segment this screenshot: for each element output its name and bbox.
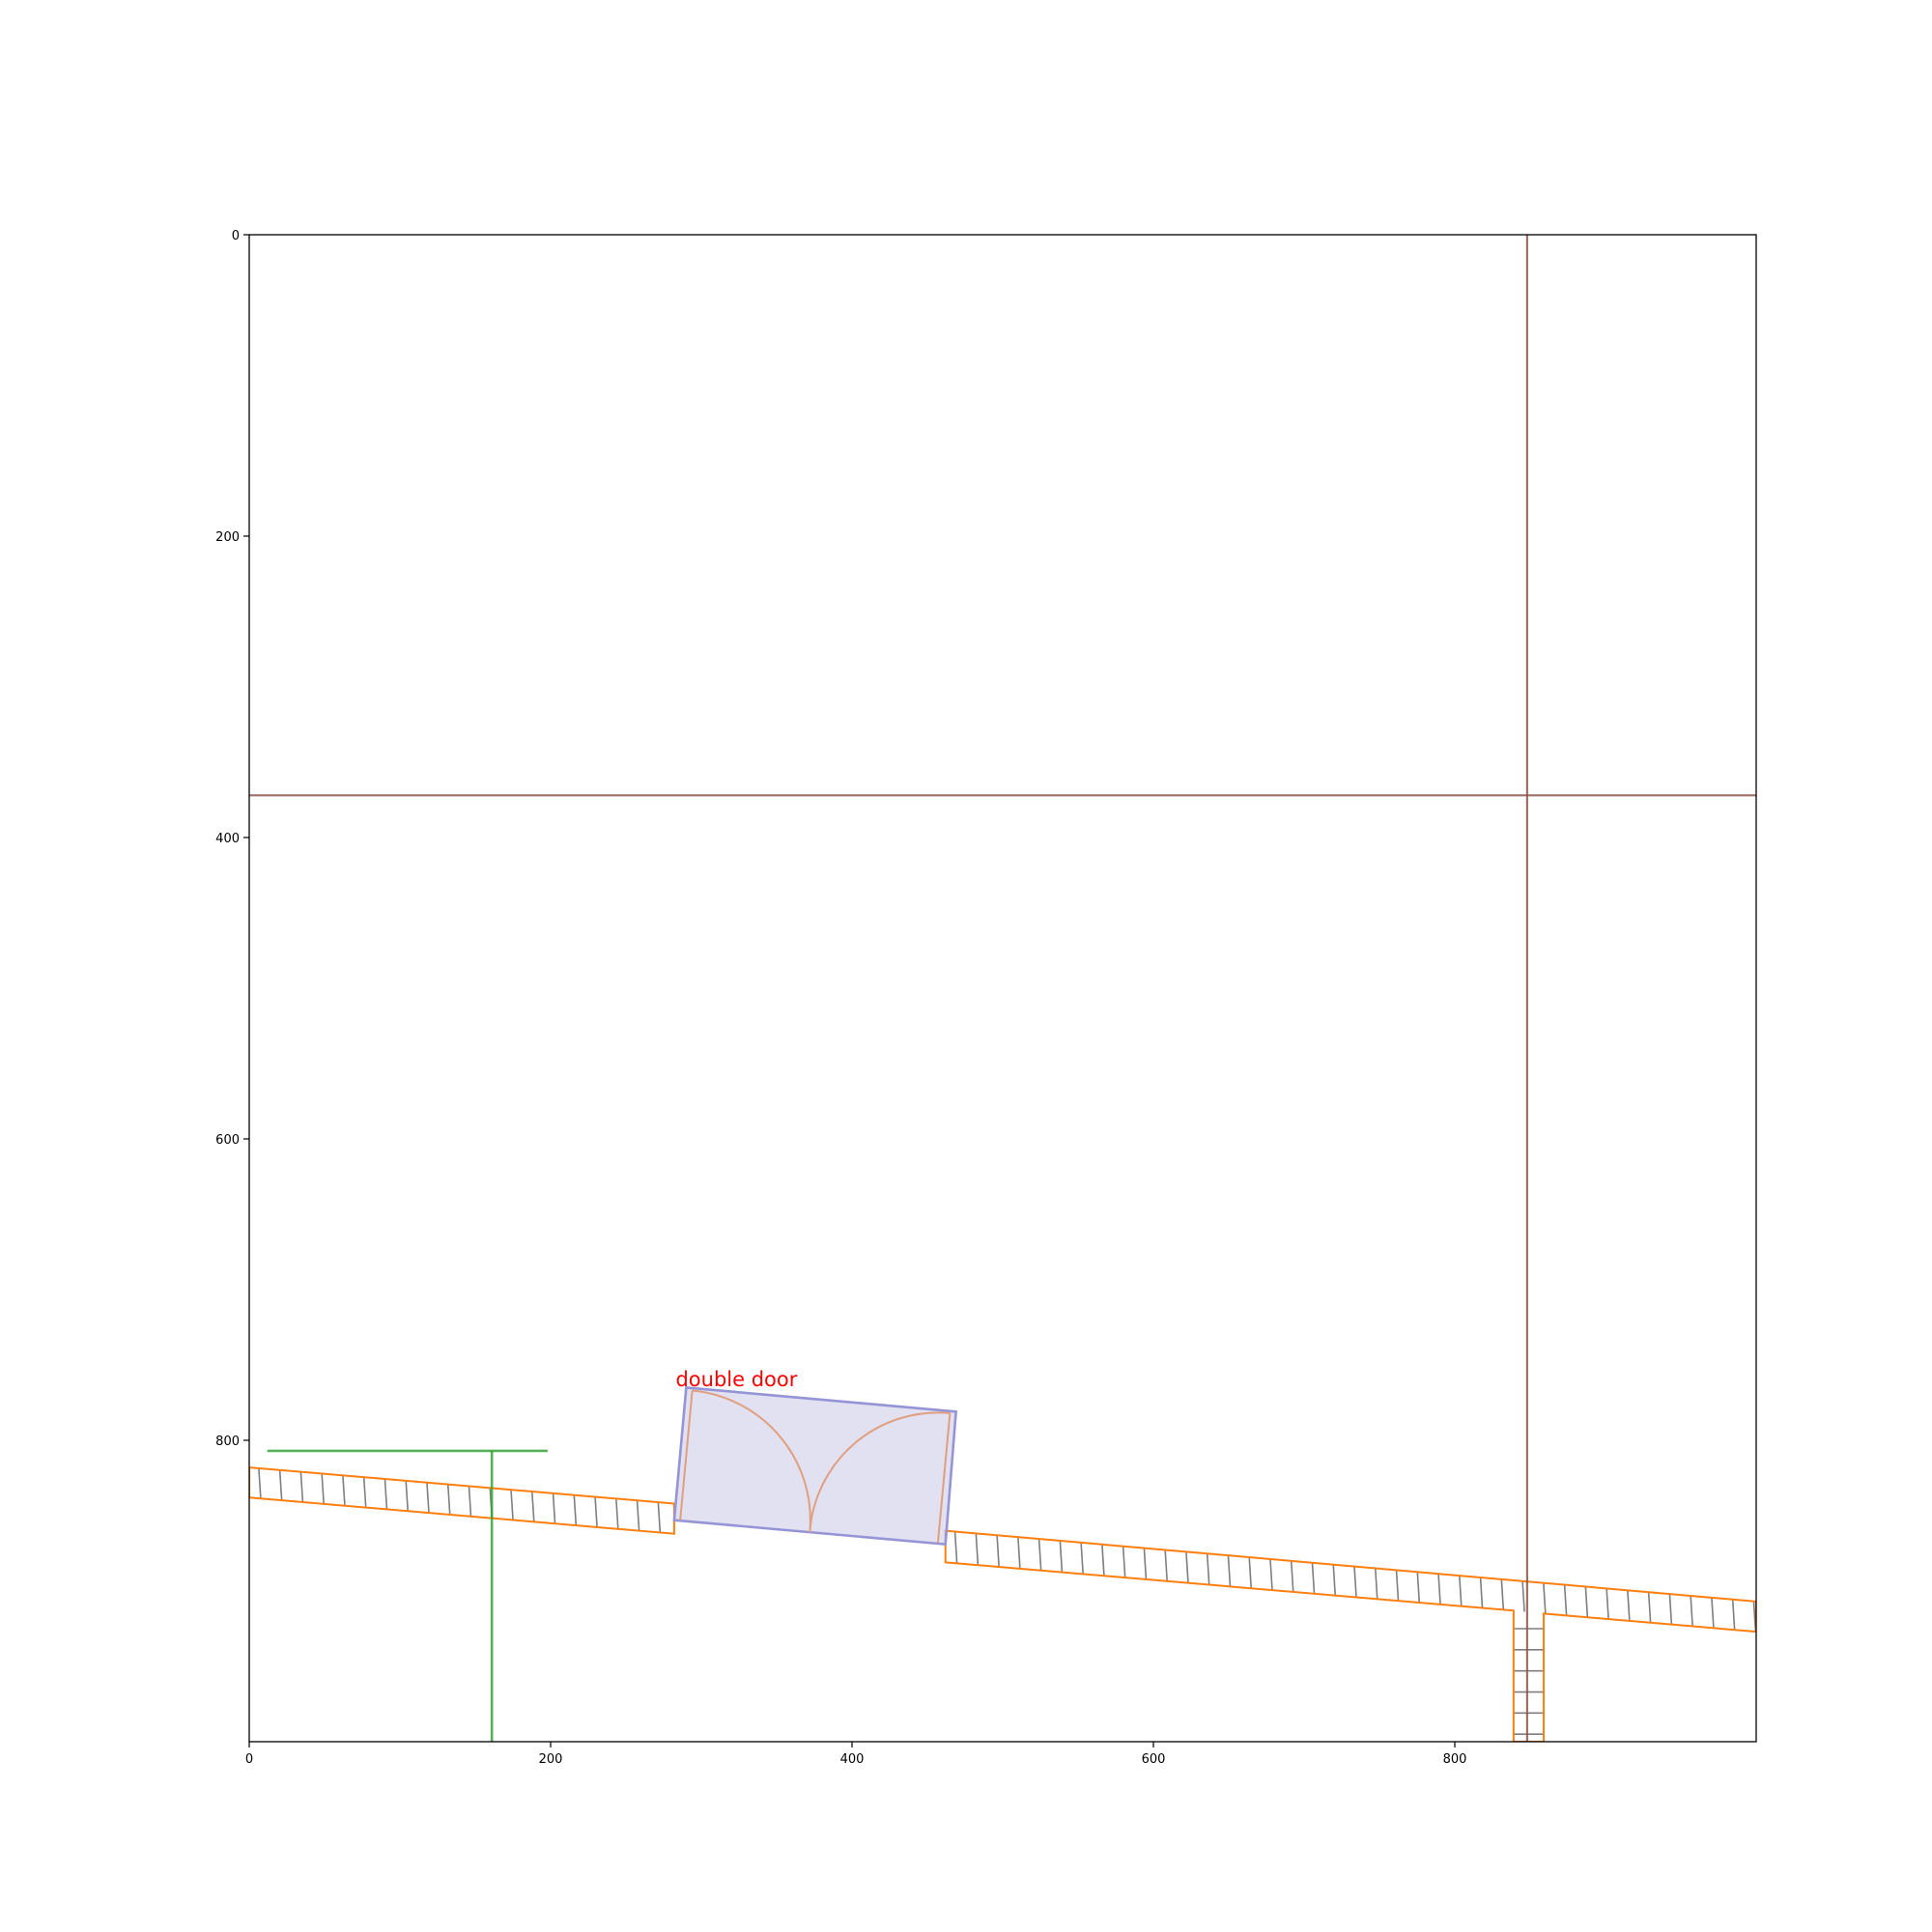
door-frame — [672, 1385, 958, 1547]
wall-hatch-line — [1690, 1595, 1693, 1627]
wall-hatch-line — [1647, 1592, 1652, 1623]
wall-left-hatching — [258, 1467, 662, 1533]
x-tick-label: 200 — [539, 1752, 563, 1767]
wall-hatch-line — [1437, 1574, 1441, 1605]
wall-hatch-line — [299, 1471, 304, 1503]
wall-hatch-line — [1711, 1597, 1715, 1629]
wall-hatch-line — [1122, 1547, 1126, 1577]
door-swing-arc-right — [809, 1411, 951, 1533]
wall-hatch-line — [1332, 1564, 1337, 1596]
door-swing-arc-left — [692, 1389, 811, 1533]
wall-hatch-line — [1269, 1559, 1273, 1590]
annotation-label: double door — [675, 1368, 797, 1391]
wall-hatch-line — [552, 1492, 556, 1524]
wall-hatch-line — [1668, 1594, 1673, 1625]
wall-hatch-line — [1500, 1579, 1505, 1610]
wall-hatch-line — [1206, 1553, 1210, 1585]
wall-hatch-line — [342, 1475, 346, 1506]
wall-hatch-line — [1543, 1582, 1547, 1614]
wall-hatch-line — [1521, 1580, 1525, 1612]
wall-hatch-line — [1459, 1576, 1463, 1606]
wall-hatch-line — [975, 1534, 980, 1565]
wall-hatch-line — [615, 1498, 619, 1529]
door-leaf-2 — [936, 1412, 952, 1544]
wall-hatch-line — [1164, 1549, 1168, 1581]
wall-hatch-line — [1143, 1548, 1148, 1579]
wall-hatch-line — [996, 1535, 1000, 1567]
wall-hatch-line — [953, 1532, 958, 1563]
wall-hatch-line — [1290, 1561, 1294, 1592]
wall-hatch-line — [384, 1478, 388, 1510]
wall-hatch-line — [446, 1484, 451, 1516]
wall-hatch-line — [1563, 1584, 1568, 1616]
wall-hatch-line — [1479, 1577, 1484, 1608]
wall-hatch-line — [1059, 1541, 1064, 1573]
wall-hatch-line — [362, 1477, 367, 1508]
plot-area — [249, 235, 1756, 1742]
wall-hatch-line — [530, 1491, 535, 1522]
wall-hatch-line — [1311, 1563, 1316, 1594]
wall-hatch-line — [258, 1467, 262, 1499]
wall-left-segment — [249, 1466, 675, 1535]
wall-hatch-line — [1185, 1551, 1189, 1583]
wall-hatch-line — [510, 1490, 514, 1520]
wall-stub-hatching — [1513, 1628, 1545, 1735]
wall-hatch-line — [405, 1480, 410, 1512]
wall-hatch-line — [594, 1496, 598, 1528]
wall-hatch-line — [1017, 1537, 1021, 1569]
wall-right-segment — [944, 1529, 1756, 1742]
wall-hatch-line — [1353, 1566, 1357, 1598]
wall-hatch-line — [1374, 1568, 1378, 1600]
door-leaf-1 — [679, 1390, 694, 1520]
x-tick-label: 0 — [245, 1752, 253, 1767]
y-tick-label: 800 — [215, 1435, 240, 1449]
wall-hatch-line — [426, 1482, 430, 1514]
wall-hatch-line — [657, 1502, 662, 1533]
wall-hatch-line — [573, 1494, 578, 1526]
wall-hatch-line — [1627, 1590, 1631, 1621]
wall-hatch-line — [1101, 1545, 1105, 1576]
wall-hatch-line — [1584, 1586, 1589, 1618]
wall-hatch-line — [1605, 1588, 1609, 1620]
x-tick-label: 800 — [1443, 1752, 1467, 1767]
wall-hatch-line — [321, 1473, 325, 1504]
wall-hatch-line — [1080, 1543, 1084, 1574]
wall-hatch-line — [468, 1486, 472, 1517]
wall-right-hatching — [953, 1532, 1756, 1633]
wall-hatch-line — [1395, 1570, 1400, 1602]
wall-hatch-line — [1416, 1572, 1421, 1604]
wall-hatch-line — [1248, 1557, 1253, 1589]
wall-hatch-line — [1227, 1555, 1232, 1587]
y-tick-label: 200 — [215, 530, 240, 545]
y-tick-label: 400 — [215, 832, 240, 846]
x-tick-label: 600 — [1142, 1752, 1166, 1767]
axes: double door 0 200 400 600 800 0 200 400 600 800 — [215, 229, 1757, 1767]
y-tick-label: 600 — [215, 1133, 240, 1148]
y-tick-label: 0 — [232, 229, 240, 243]
axes-frame — [248, 234, 1757, 1743]
wall-hatch-line — [278, 1469, 283, 1501]
wall-hatch-line — [636, 1500, 640, 1531]
wall-hatch-line — [1037, 1539, 1042, 1571]
wall-hatch-line — [1731, 1599, 1736, 1631]
x-tick-label: 400 — [840, 1752, 865, 1767]
